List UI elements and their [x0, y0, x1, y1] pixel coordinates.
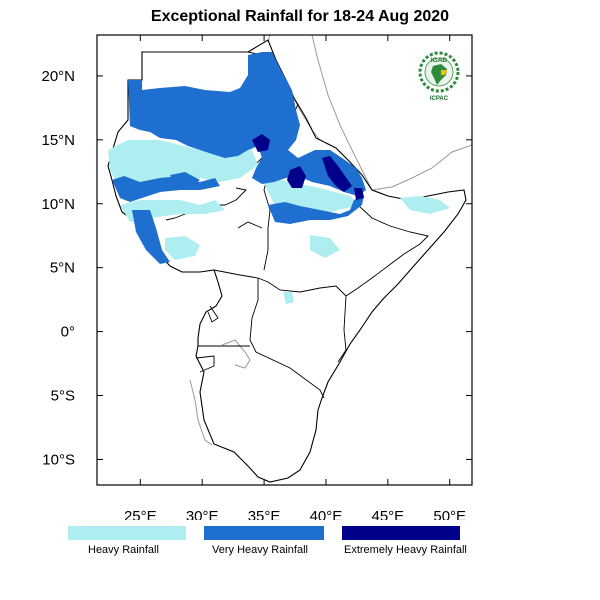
logo-top-text: IGAD — [431, 57, 448, 64]
legend-item-extreme: Extremely Heavy Rainfall — [342, 526, 467, 556]
rainfall-patch — [400, 196, 450, 214]
x-tick-label: 45°E — [371, 508, 404, 520]
x-tick-label: 30°E — [186, 508, 219, 520]
axis-ticks: 25°E 30°E 35°E 40°E 45°E 50°E 20°N 15°N 10°N 5°N 0… — [41, 35, 472, 520]
horn-highlight-icon — [441, 70, 447, 75]
rainfall-patch — [268, 195, 364, 224]
rainfall-patch — [322, 156, 352, 192]
x-tick-label: 25°E — [124, 508, 157, 520]
y-tick-label: 5°S — [51, 388, 75, 405]
legend: Heavy Rainfall Very Heavy Rainfall Extre… — [0, 526, 600, 566]
igad-icpac-logo: IGAD ICPAC — [418, 51, 460, 102]
rainfall-patch — [252, 134, 270, 152]
map-title: Exceptional Rainfall for 18-24 Aug 2020 — [150, 8, 450, 25]
legend-swatch-extreme — [342, 526, 460, 540]
rainfall-patch — [310, 235, 340, 258]
legend-item-heavy: Heavy Rainfall — [68, 526, 186, 556]
rainfall-patch — [132, 210, 170, 264]
x-tick-label: 35°E — [248, 508, 281, 520]
legend-swatch-heavy — [68, 526, 186, 540]
legend-label-extreme: Extremely Heavy Rainfall — [344, 544, 467, 556]
rainfall-patch — [283, 292, 294, 304]
x-tick-label: 50°E — [433, 508, 466, 520]
rainfall-map: 25°E 30°E 35°E 40°E 45°E 50°E 20°N 15°N 10°N 5°N 0… — [41, 34, 473, 520]
y-tick-label: 0° — [61, 324, 75, 341]
legend-item-very-heavy: Very Heavy Rainfall — [204, 526, 324, 556]
extremely-heavy-rainfall-area — [252, 134, 364, 200]
rainfall-patch — [354, 188, 364, 200]
coastline-outside-region — [189, 35, 472, 446]
rainfall-patch — [128, 52, 366, 196]
y-tick-label: 10°S — [42, 451, 75, 468]
y-tick-label: 10°N — [41, 196, 75, 213]
x-tick-label: 40°E — [310, 508, 343, 520]
map-frame — [96, 34, 473, 486]
logo-bottom-text: ICPAC — [430, 96, 449, 102]
y-tick-label: 15°N — [41, 132, 75, 149]
y-tick-label: 5°N — [50, 260, 75, 277]
legend-label-heavy: Heavy Rainfall — [88, 544, 159, 556]
y-tick-label: 20°N — [41, 68, 75, 85]
legend-swatch-very-heavy — [204, 526, 324, 540]
very-heavy-rainfall-area — [112, 52, 366, 264]
rainfall-patch — [170, 172, 200, 186]
legend-label-very-heavy: Very Heavy Rainfall — [212, 544, 308, 556]
rainfall-patch — [287, 166, 306, 188]
rainfall-patch — [165, 236, 200, 260]
rainfall-patch — [112, 176, 220, 202]
africa-map-icon — [431, 64, 447, 85]
